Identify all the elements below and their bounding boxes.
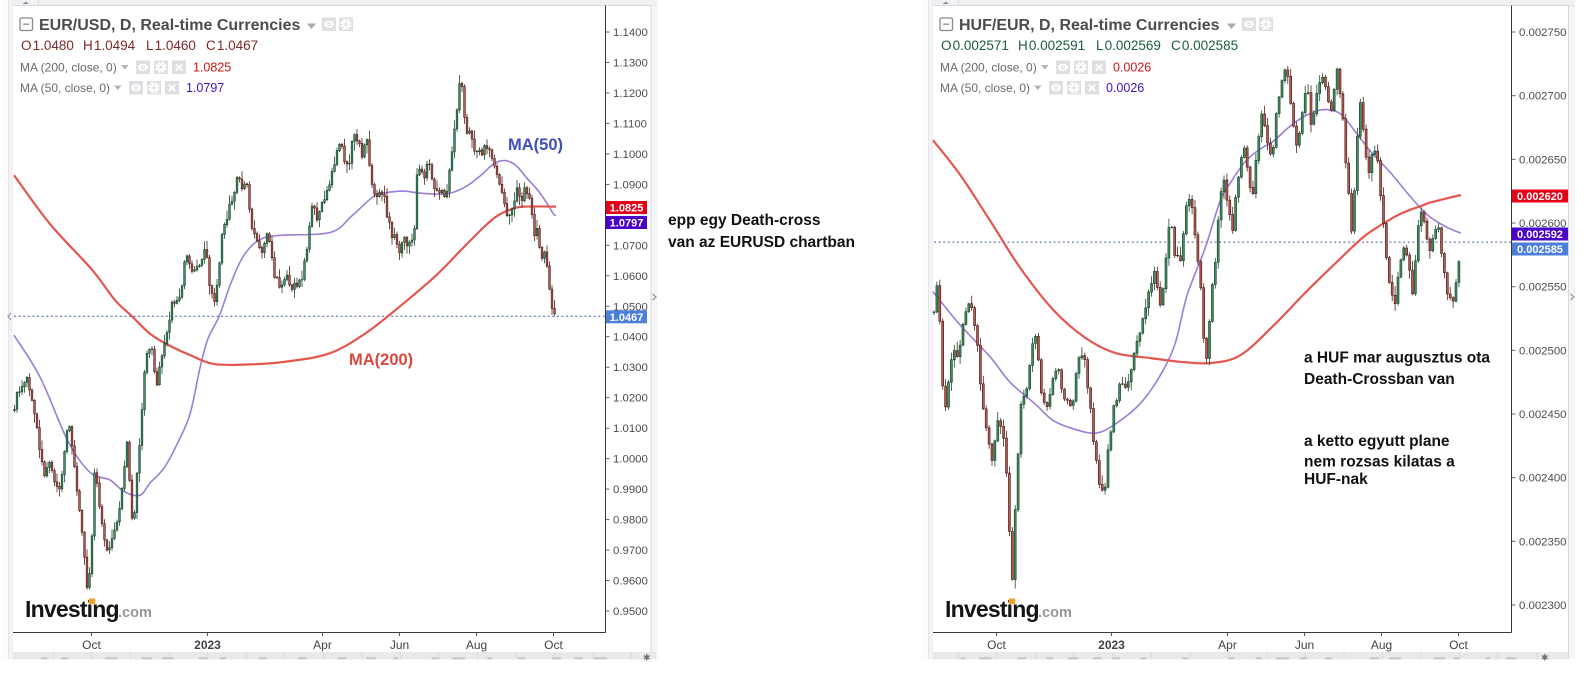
svg-text:.com: .com — [1038, 605, 1072, 621]
svg-text:0.002585: 0.002585 — [1517, 244, 1563, 256]
svg-text:Investing: Investing — [945, 596, 1039, 622]
svg-text:epp egy Death-cross: epp egy Death-cross — [668, 212, 820, 229]
svg-text:MA (50, close, 0): MA (50, close, 0) — [20, 81, 110, 95]
svg-text:Apr: Apr — [313, 638, 332, 652]
svg-text:O 0.002571: O 0.002571 — [941, 38, 1009, 53]
svg-text:MA(50): MA(50) — [508, 136, 563, 154]
svg-text:0.002650: 0.002650 — [1519, 154, 1567, 166]
svg-text:a ketto egyutt plane: a ketto egyutt plane — [1304, 433, 1450, 450]
svg-text:✱: ✱ — [643, 653, 651, 663]
svg-text:1.0825: 1.0825 — [610, 203, 644, 215]
svg-text:Jun: Jun — [390, 638, 409, 652]
svg-text:Aug: Aug — [466, 638, 487, 652]
svg-text:0.0026: 0.0026 — [1106, 81, 1144, 95]
svg-text:0.002300: 0.002300 — [1519, 600, 1567, 612]
svg-text:1.0797: 1.0797 — [610, 218, 644, 230]
svg-text:1.0300: 1.0300 — [613, 362, 648, 374]
svg-text:EUR/USD, D, Real-time Currenci: EUR/USD, D, Real-time Currencies — [39, 17, 301, 34]
svg-text:0.002750: 0.002750 — [1519, 27, 1567, 39]
svg-text:1.1000: 1.1000 — [613, 149, 648, 161]
svg-text:0.002450: 0.002450 — [1519, 409, 1567, 421]
svg-text:Apr: Apr — [1218, 638, 1237, 652]
svg-text:1.0600: 1.0600 — [613, 271, 648, 283]
svg-text:Oct: Oct — [544, 638, 563, 652]
svg-text:1.0467: 1.0467 — [610, 312, 644, 324]
svg-text:2023: 2023 — [194, 638, 221, 652]
svg-text:Investing: Investing — [25, 596, 119, 622]
svg-text:1.0400: 1.0400 — [613, 332, 648, 344]
svg-text:MA(200): MA(200) — [349, 351, 413, 369]
svg-text:1.0797: 1.0797 — [186, 81, 224, 95]
svg-text:1.1200: 1.1200 — [613, 88, 648, 100]
svg-text:1.0900: 1.0900 — [613, 179, 648, 191]
svg-text:1.0700: 1.0700 — [613, 240, 648, 252]
svg-text:Oct: Oct — [82, 638, 101, 652]
svg-text:0.002350: 0.002350 — [1519, 536, 1567, 548]
svg-text:0.9600: 0.9600 — [613, 576, 648, 588]
svg-text:0.9700: 0.9700 — [613, 545, 648, 557]
svg-text:MA (50, close, 0): MA (50, close, 0) — [940, 81, 1030, 95]
svg-text:0.9900: 0.9900 — [613, 484, 648, 496]
svg-text:C 1.0467: C 1.0467 — [206, 38, 258, 53]
svg-text:Aug: Aug — [1371, 638, 1392, 652]
svg-text:nem rozsas kilatas a: nem rozsas kilatas a — [1304, 454, 1455, 471]
svg-text:0.002700: 0.002700 — [1519, 91, 1567, 103]
svg-text:1.0200: 1.0200 — [613, 393, 648, 405]
svg-text:2023: 2023 — [1098, 638, 1125, 652]
svg-text:1.0100: 1.0100 — [613, 423, 648, 435]
svg-text:1.1100: 1.1100 — [613, 118, 647, 130]
svg-text:0.9500: 0.9500 — [613, 606, 648, 618]
svg-text:1.1400: 1.1400 — [613, 27, 648, 39]
svg-text:Oct: Oct — [1449, 638, 1468, 652]
svg-text:1.0000: 1.0000 — [613, 454, 648, 466]
svg-text:O 1.0480: O 1.0480 — [21, 38, 74, 53]
svg-text:HUF-nak: HUF-nak — [1304, 471, 1368, 488]
svg-text:L 0.002569: L 0.002569 — [1096, 38, 1161, 53]
svg-text:Oct: Oct — [987, 638, 1006, 652]
svg-text:0.9800: 0.9800 — [613, 515, 648, 527]
svg-text:✱: ✱ — [1541, 653, 1549, 663]
svg-text:H 0.002591: H 0.002591 — [1018, 38, 1085, 53]
svg-text:0.002550: 0.002550 — [1519, 282, 1567, 294]
svg-text:Jun: Jun — [1295, 638, 1314, 652]
svg-text:L 1.0460: L 1.0460 — [146, 38, 196, 53]
svg-text:0.002620: 0.002620 — [1517, 191, 1563, 203]
svg-text:0.002600: 0.002600 — [1519, 218, 1567, 230]
svg-text:MA (200, close, 0): MA (200, close, 0) — [20, 61, 117, 75]
svg-text:HUF/EUR, D, Real-time Currenci: HUF/EUR, D, Real-time Currencies — [959, 17, 1220, 34]
svg-text:0.002400: 0.002400 — [1519, 473, 1567, 485]
svg-text:C 0.002585: C 0.002585 — [1171, 38, 1238, 53]
svg-text:1.0825: 1.0825 — [193, 61, 231, 75]
svg-text:0.0026: 0.0026 — [1113, 61, 1151, 75]
svg-text:.com: .com — [118, 605, 152, 621]
svg-text:1.1300: 1.1300 — [613, 58, 648, 70]
svg-text:a HUF mar augusztus ota: a HUF mar augusztus ota — [1304, 350, 1490, 367]
svg-text:H 1.0494: H 1.0494 — [83, 38, 136, 53]
svg-text:MA (200, close, 0): MA (200, close, 0) — [940, 61, 1037, 75]
svg-text:Death-Crossban van: Death-Crossban van — [1304, 371, 1455, 388]
svg-text:van az EURUSD chartban: van az EURUSD chartban — [668, 234, 855, 251]
svg-text:0.002592: 0.002592 — [1517, 229, 1563, 241]
svg-text:0.002500: 0.002500 — [1519, 345, 1567, 357]
